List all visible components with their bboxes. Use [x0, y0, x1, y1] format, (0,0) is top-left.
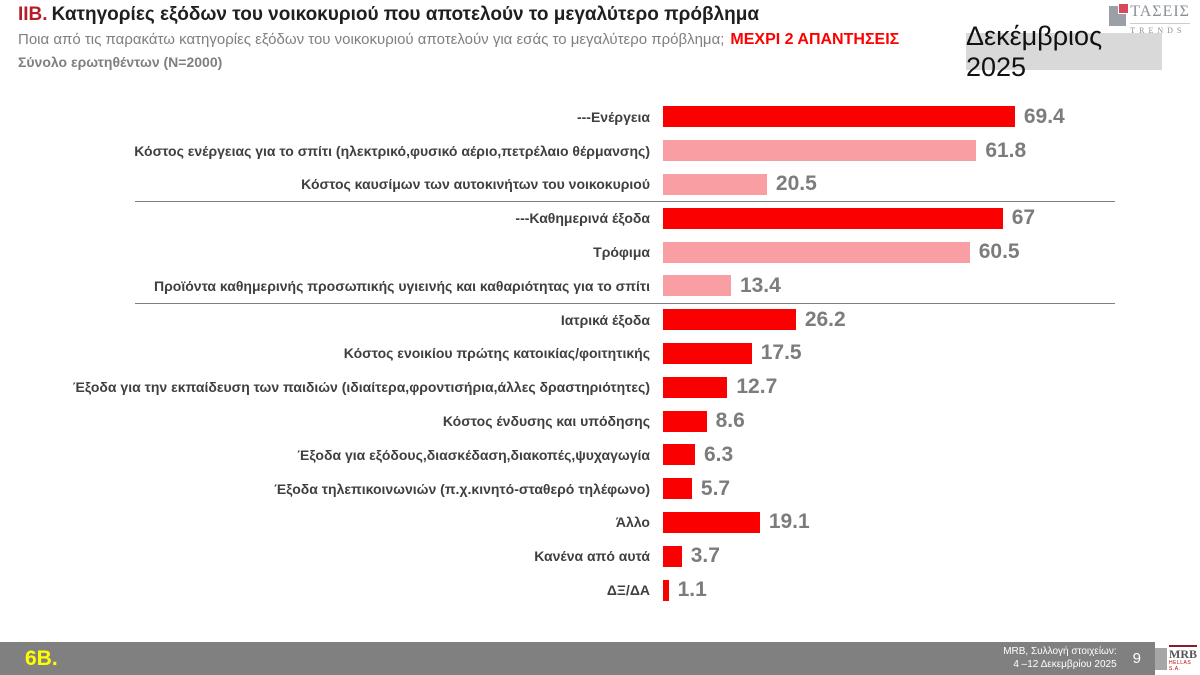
bar: [663, 275, 731, 297]
chart-row: ---Καθημερινά έξοδα 67: [0, 201, 1200, 235]
footer-bar: 6Β. MRB, Συλλογή στοιχείων: 4 –12 Δεκεμβ…: [0, 642, 1155, 675]
mrb-hellas-logo: MRB HELLAS S.A.: [1155, 642, 1200, 675]
value-label: 60.5: [978, 240, 1020, 264]
subtitle-text: Ποια από τις παρακάτω κατηγορίες εξόδων …: [18, 31, 725, 48]
value-label: 6.3: [703, 442, 734, 466]
value-label: 12.7: [736, 375, 778, 399]
chart-row: Έξοδα τηλεπικοινωνιών (π.χ.κινητό-σταθερ…: [0, 472, 1200, 506]
category-label: Έξοδα τηλεπικοινωνιών (π.χ.κινητό-σταθερ…: [274, 480, 650, 497]
group-separator: [135, 302, 1115, 304]
chart-row: ΔΞ/ΔΑ 1.1: [0, 573, 1200, 607]
bar: [663, 444, 695, 466]
sample-size-label: Σύνολο ερωτηθέντων (N=2000): [18, 54, 223, 70]
chart-row: Κόστος ενοικίου πρώτης κατοικίας/φοιτητι…: [0, 337, 1200, 371]
category-label: ---Καθημερινά έξοδα: [515, 210, 650, 227]
category-label: Τρόφιμα: [593, 244, 650, 261]
bar-chart: ---Ενέργεια 69.4 Κόστος ενέργειας για το σ…: [0, 100, 1200, 610]
category-label: Κόστος καυσίμων των αυτοκινήτων του νοικ…: [301, 176, 650, 193]
source-line1: MRB, Συλλογή στοιχείων:: [1003, 646, 1117, 657]
bar: [663, 241, 970, 263]
chart-row: Κόστος ένδυσης και υπόδησης 8.6: [0, 404, 1200, 438]
category-label: ---Ενέργεια: [576, 108, 650, 125]
category-label: Έξοδα για την εκπαίδευση των παιδιών (ιδ…: [72, 379, 650, 396]
category-label: Ιατρικά έξοδα: [560, 311, 650, 328]
chart-row: Ιατρικά έξοδα 26.2: [0, 303, 1200, 337]
chart-row: Έξοδα για εξόδους,διασκέδαση,διακοπές,ψυ…: [0, 438, 1200, 472]
group-separator: [135, 201, 1115, 203]
value-label: 69.4: [1023, 104, 1065, 128]
bar: [663, 207, 1003, 229]
bar: [663, 478, 692, 500]
taseis-trends-logo: ΤΑΣΕΙΣ TRENDS: [1109, 3, 1190, 35]
taseis-logo-icon: [1109, 3, 1130, 26]
mrb-logo-block: [1155, 647, 1167, 670]
bar: [663, 342, 752, 364]
value-label: 67: [1011, 206, 1036, 230]
value-label: 17.5: [760, 341, 802, 365]
bar: [663, 410, 707, 432]
taseis-logo-name: ΤΑΣΕΙΣ: [1130, 3, 1190, 20]
category-label: Κόστος ενοικίου πρώτης κατοικίας/φοιτητι…: [343, 345, 650, 362]
chart-row: Κόστος ενέργειας για το σπίτι (ηλεκτρικό…: [0, 134, 1200, 168]
chart-row: Κόστος καυσίμων των αυτοκινήτων του νοικ…: [0, 168, 1200, 202]
category-label: Κανένα από αυτά: [534, 548, 650, 565]
date-badge: Δεκέμβριος 2025: [966, 21, 1162, 82]
page-number: 9: [1132, 650, 1141, 667]
chart-row: ---Ενέργεια 69.4: [0, 100, 1200, 134]
chart-row: Τρόφιμα 60.5: [0, 235, 1200, 269]
question-code: 6Β.: [25, 646, 58, 670]
mrb-logo-sub: HELLAS S.A.: [1169, 660, 1192, 672]
chart-row: Κανένα από αυτά 3.7: [0, 539, 1200, 573]
bar: [663, 140, 977, 162]
value-label: 26.2: [804, 307, 846, 331]
title-prefix: ΙΙΒ.: [18, 4, 48, 25]
mrb-logo-name: MRB: [1169, 645, 1197, 661]
chart-row: Προϊόντα καθημερινής προσωπικής υγιεινής…: [0, 269, 1200, 303]
bar: [663, 106, 1015, 128]
value-label: 5.7: [700, 476, 731, 500]
bar: [663, 309, 796, 331]
bar: [663, 579, 669, 601]
category-label: Άλλο: [615, 514, 650, 531]
value-label: 20.5: [775, 172, 817, 196]
taseis-logo-sub: TRENDS: [1130, 23, 1190, 35]
page-title: ΙΙΒ. Κατηγορίες εξόδων του νοικοκυριού πο…: [18, 4, 759, 26]
source-note: MRB, Συλλογή στοιχείων: 4 –12 Δεκεμβρίου…: [1003, 646, 1116, 671]
subtitle-highlight: ΜΕΧΡΙ 2 ΑΠΑΝΤΗΣΕΙΣ: [730, 31, 900, 48]
category-label: Έξοδα για εξόδους,διασκέδαση,διακοπές,ψυ…: [297, 446, 650, 463]
bar: [663, 173, 767, 195]
bar: [663, 376, 728, 398]
question-subtitle: Ποια από τις παρακάτω κατηγορίες εξόδων …: [18, 31, 899, 49]
bar: [663, 511, 760, 533]
value-label: 13.4: [739, 273, 781, 297]
value-label: 3.7: [690, 544, 720, 568]
bar: [663, 545, 682, 567]
value-label: 61.8: [985, 138, 1027, 162]
chart-row: Άλλο 19.1: [0, 506, 1200, 540]
category-label: Κόστος ένδυσης και υπόδησης: [442, 413, 650, 430]
value-label: 1.1: [677, 578, 707, 602]
category-label: Προϊόντα καθημερινής προσωπικής υγιεινής…: [154, 277, 650, 294]
chart-row: Έξοδα για την εκπαίδευση των παιδιών (ιδ…: [0, 370, 1200, 404]
source-line2: 4 –12 Δεκεμβρίου 2025: [1013, 658, 1117, 670]
value-label: 19.1: [768, 510, 810, 534]
category-label: ΔΞ/ΔΑ: [606, 582, 650, 599]
title-text: Κατηγορίες εξόδων του νοικοκυριού που απ…: [51, 4, 760, 25]
category-label: Κόστος ενέργειας για το σπίτι (ηλεκτρικό…: [134, 142, 650, 159]
value-label: 8.6: [715, 409, 745, 433]
